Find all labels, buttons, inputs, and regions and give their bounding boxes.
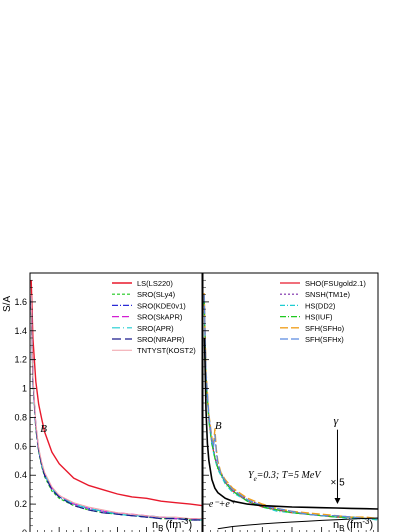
condition-Y: Y	[248, 470, 255, 481]
legend-label: SFH(SFHx)	[305, 335, 344, 344]
series-line-sro-skapr	[30, 296, 202, 520]
legend-label: SRO(NRAPR)	[137, 335, 185, 344]
series-line-snsh-tm1e	[203, 296, 378, 520]
legend-left: LS(LS220) SRO(SLy4) SRO(KDE0v1) SRO(SkAPR) S…	[112, 279, 196, 355]
y-tick-label: 0	[22, 528, 27, 532]
y-tick-label: 1.2	[14, 355, 27, 365]
legend-label: LS(LS220)	[137, 279, 173, 288]
legend-label: SRO(SLy4)	[137, 290, 176, 299]
x-axis-label-main-r: n	[333, 519, 339, 531]
legend-right: SHO(FSUgold2.1) SNSH(TM1e) HS(DD2) HS(IUF) S…	[280, 279, 366, 344]
y-tick-label: 0.4	[14, 470, 27, 480]
series-line-sfh-sfhx	[203, 294, 378, 520]
ticks-right: 0.20.40.60.81	[203, 272, 374, 532]
legend-label: SRO(KDE0v1)	[137, 301, 186, 310]
x-axis-label-sub: B	[158, 524, 163, 532]
condition-rest: =0.3; T=5 MeV	[257, 470, 323, 481]
x-axis-label-exp: -3	[181, 517, 189, 526]
legend-label: HS(IUF)	[305, 313, 333, 322]
series-line-ls-ls220	[30, 280, 202, 507]
y-tick-label: 0.2	[14, 499, 27, 509]
x-axis-label-sub-r: B	[339, 524, 344, 532]
x-axis-label-left: nB (fm-3)	[152, 517, 192, 532]
x-axis-label-exp-r: -3	[362, 517, 370, 526]
y-axis-label: S/A	[2, 296, 13, 312]
x-axis-label-unit: (fm	[165, 519, 181, 531]
x-axis-label-close-r: )	[369, 519, 373, 531]
annotation-times-5: × 5	[331, 477, 346, 488]
x-axis-label-unit-r: (fm	[346, 519, 362, 531]
condition-text: Ye=0.3; T=5 MeV	[248, 470, 322, 483]
gamma-arrowhead	[334, 498, 341, 504]
series-line-sfh-sfho	[203, 293, 378, 520]
series-line-sro-kde0v1	[30, 298, 202, 521]
series-line-unnamed-6	[203, 337, 378, 510]
legend-label: SRO(SkAPR)	[137, 313, 183, 322]
panel-left: 0.20.40.60.8100.20.40.60.811.21.41.6 LS(…	[2, 272, 203, 532]
legend-label: SRO(APR)	[137, 324, 174, 333]
annotation-gamma: γ	[333, 414, 338, 428]
y-tick-label: 1	[22, 384, 27, 394]
series-line-tntyst-kost2	[30, 294, 202, 520]
condition-sub: e	[254, 475, 257, 483]
panel-right: 0.20.40.60.81 SHO(FSUgold2.1) SNSH(TM1e) H…	[202, 272, 379, 532]
x-axis-label-close: )	[188, 519, 192, 531]
series-line-unnamed-7	[217, 517, 378, 530]
legend-label: SHO(FSUgold2.1)	[305, 279, 366, 288]
x-axis-label-right: nB (fm-3)	[333, 517, 373, 532]
series-line-sro-apr	[30, 297, 202, 521]
y-tick-label: 1.4	[14, 326, 27, 336]
curves-left	[30, 280, 202, 521]
plot-frame-right	[202, 272, 379, 532]
legend-label: HS(DD2)	[305, 301, 336, 310]
y-tick-label: 1.6	[14, 297, 27, 307]
legend-label: SNSH(TM1e)	[305, 290, 351, 299]
annotation-B-right: B	[215, 420, 222, 432]
curves-right	[203, 293, 378, 530]
legend-label: TNTYST(KOST2)	[137, 346, 196, 355]
x-axis-label-main: n	[152, 519, 158, 531]
series-line-sro-nrapr	[30, 300, 202, 521]
y-tick-label: 0.8	[14, 412, 27, 422]
annotation-B-left: B	[40, 423, 47, 435]
annotation-e-e: e⁻+e⁺	[209, 499, 236, 510]
legend-label: SFH(SFHo)	[305, 324, 345, 333]
y-tick-label: 0.6	[14, 441, 27, 451]
